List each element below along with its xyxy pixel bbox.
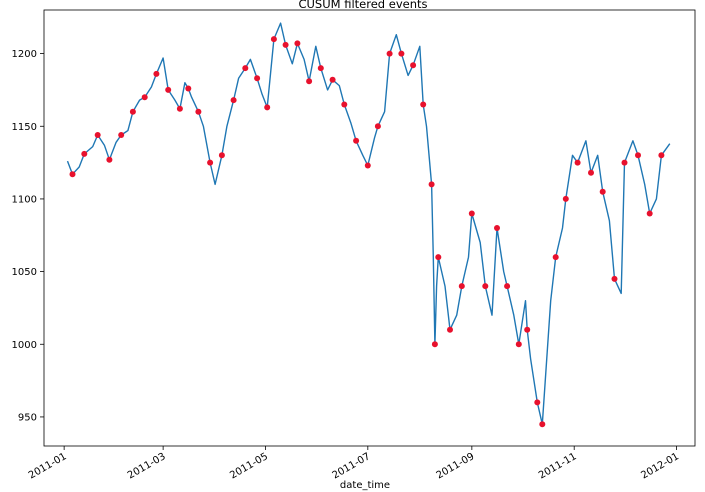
event-point <box>153 70 160 77</box>
event-point <box>254 75 261 82</box>
event-point <box>341 101 348 108</box>
event-point <box>398 50 405 57</box>
event-point <box>494 225 500 231</box>
event-point <box>658 152 665 159</box>
event-point <box>317 65 324 72</box>
x-tick-label: 2011-05 <box>228 451 270 481</box>
plot-frame <box>43 9 696 447</box>
x-axis: 2011-01 2011-03 2011-05 2011-07 2011-09 2011-… <box>27 446 681 481</box>
event-point <box>420 101 427 108</box>
event-point <box>386 50 393 57</box>
event-point <box>69 171 76 178</box>
event-point <box>141 94 148 101</box>
event-point <box>94 132 101 138</box>
event-point <box>524 326 531 333</box>
event-point <box>242 65 249 72</box>
y-axis: 950 1000 1050 1100 1150 1200 <box>12 49 44 423</box>
event-point <box>562 195 569 202</box>
event-point <box>106 156 113 163</box>
event-point <box>118 132 125 138</box>
event-point <box>264 104 271 111</box>
chart-title: CUSUM filtered events <box>298 0 427 11</box>
y-tick-label: 1000 <box>12 340 37 351</box>
event-point <box>176 105 183 112</box>
event-point <box>129 108 136 115</box>
event-point <box>294 40 301 47</box>
event-point <box>599 188 606 195</box>
event-point <box>329 76 336 83</box>
x-tick-label: 2011-11 <box>537 451 579 481</box>
price-line <box>66 22 671 425</box>
y-tick-label: 1100 <box>12 194 37 205</box>
event-point <box>207 159 214 166</box>
y-tick-label: 1050 <box>12 267 37 278</box>
event-point <box>621 159 628 166</box>
x-tick-label: 2011-03 <box>126 451 168 481</box>
x-tick-label: 2011-07 <box>331 451 373 481</box>
event-point <box>230 97 237 104</box>
x-tick-label: 2012-01 <box>639 451 681 481</box>
event-point <box>195 108 202 115</box>
event-point <box>458 283 465 290</box>
event-point <box>374 123 381 130</box>
y-tick-label: 950 <box>18 412 37 423</box>
event-point <box>81 150 88 157</box>
event-point <box>364 162 371 169</box>
y-tick-label: 1200 <box>12 49 37 60</box>
event-point <box>435 254 442 261</box>
event-point <box>515 341 522 348</box>
event-point <box>447 326 453 333</box>
plot-area <box>66 22 671 428</box>
event-point <box>504 283 511 290</box>
event-point <box>185 85 192 92</box>
event-point <box>410 62 417 69</box>
event-point <box>353 137 360 144</box>
event-point <box>588 169 594 176</box>
event-point <box>646 210 653 217</box>
event-point <box>611 275 618 282</box>
y-tick-label: 1150 <box>12 122 37 133</box>
event-point <box>635 152 641 159</box>
event-point <box>431 341 438 348</box>
x-axis-label: date_time <box>340 480 390 491</box>
event-point <box>428 181 435 188</box>
event-point <box>165 86 172 93</box>
event-point <box>552 254 559 261</box>
event-point <box>468 210 475 217</box>
event-point <box>534 399 541 406</box>
event-point <box>539 421 546 428</box>
event-point <box>282 41 289 48</box>
event-point <box>574 159 581 166</box>
event-point <box>306 78 313 85</box>
event-point <box>482 283 489 290</box>
x-tick-label: 2011-09 <box>435 451 477 481</box>
event-point <box>270 36 277 43</box>
x-tick-label: 2011-01 <box>27 451 69 481</box>
event-point <box>218 152 225 159</box>
